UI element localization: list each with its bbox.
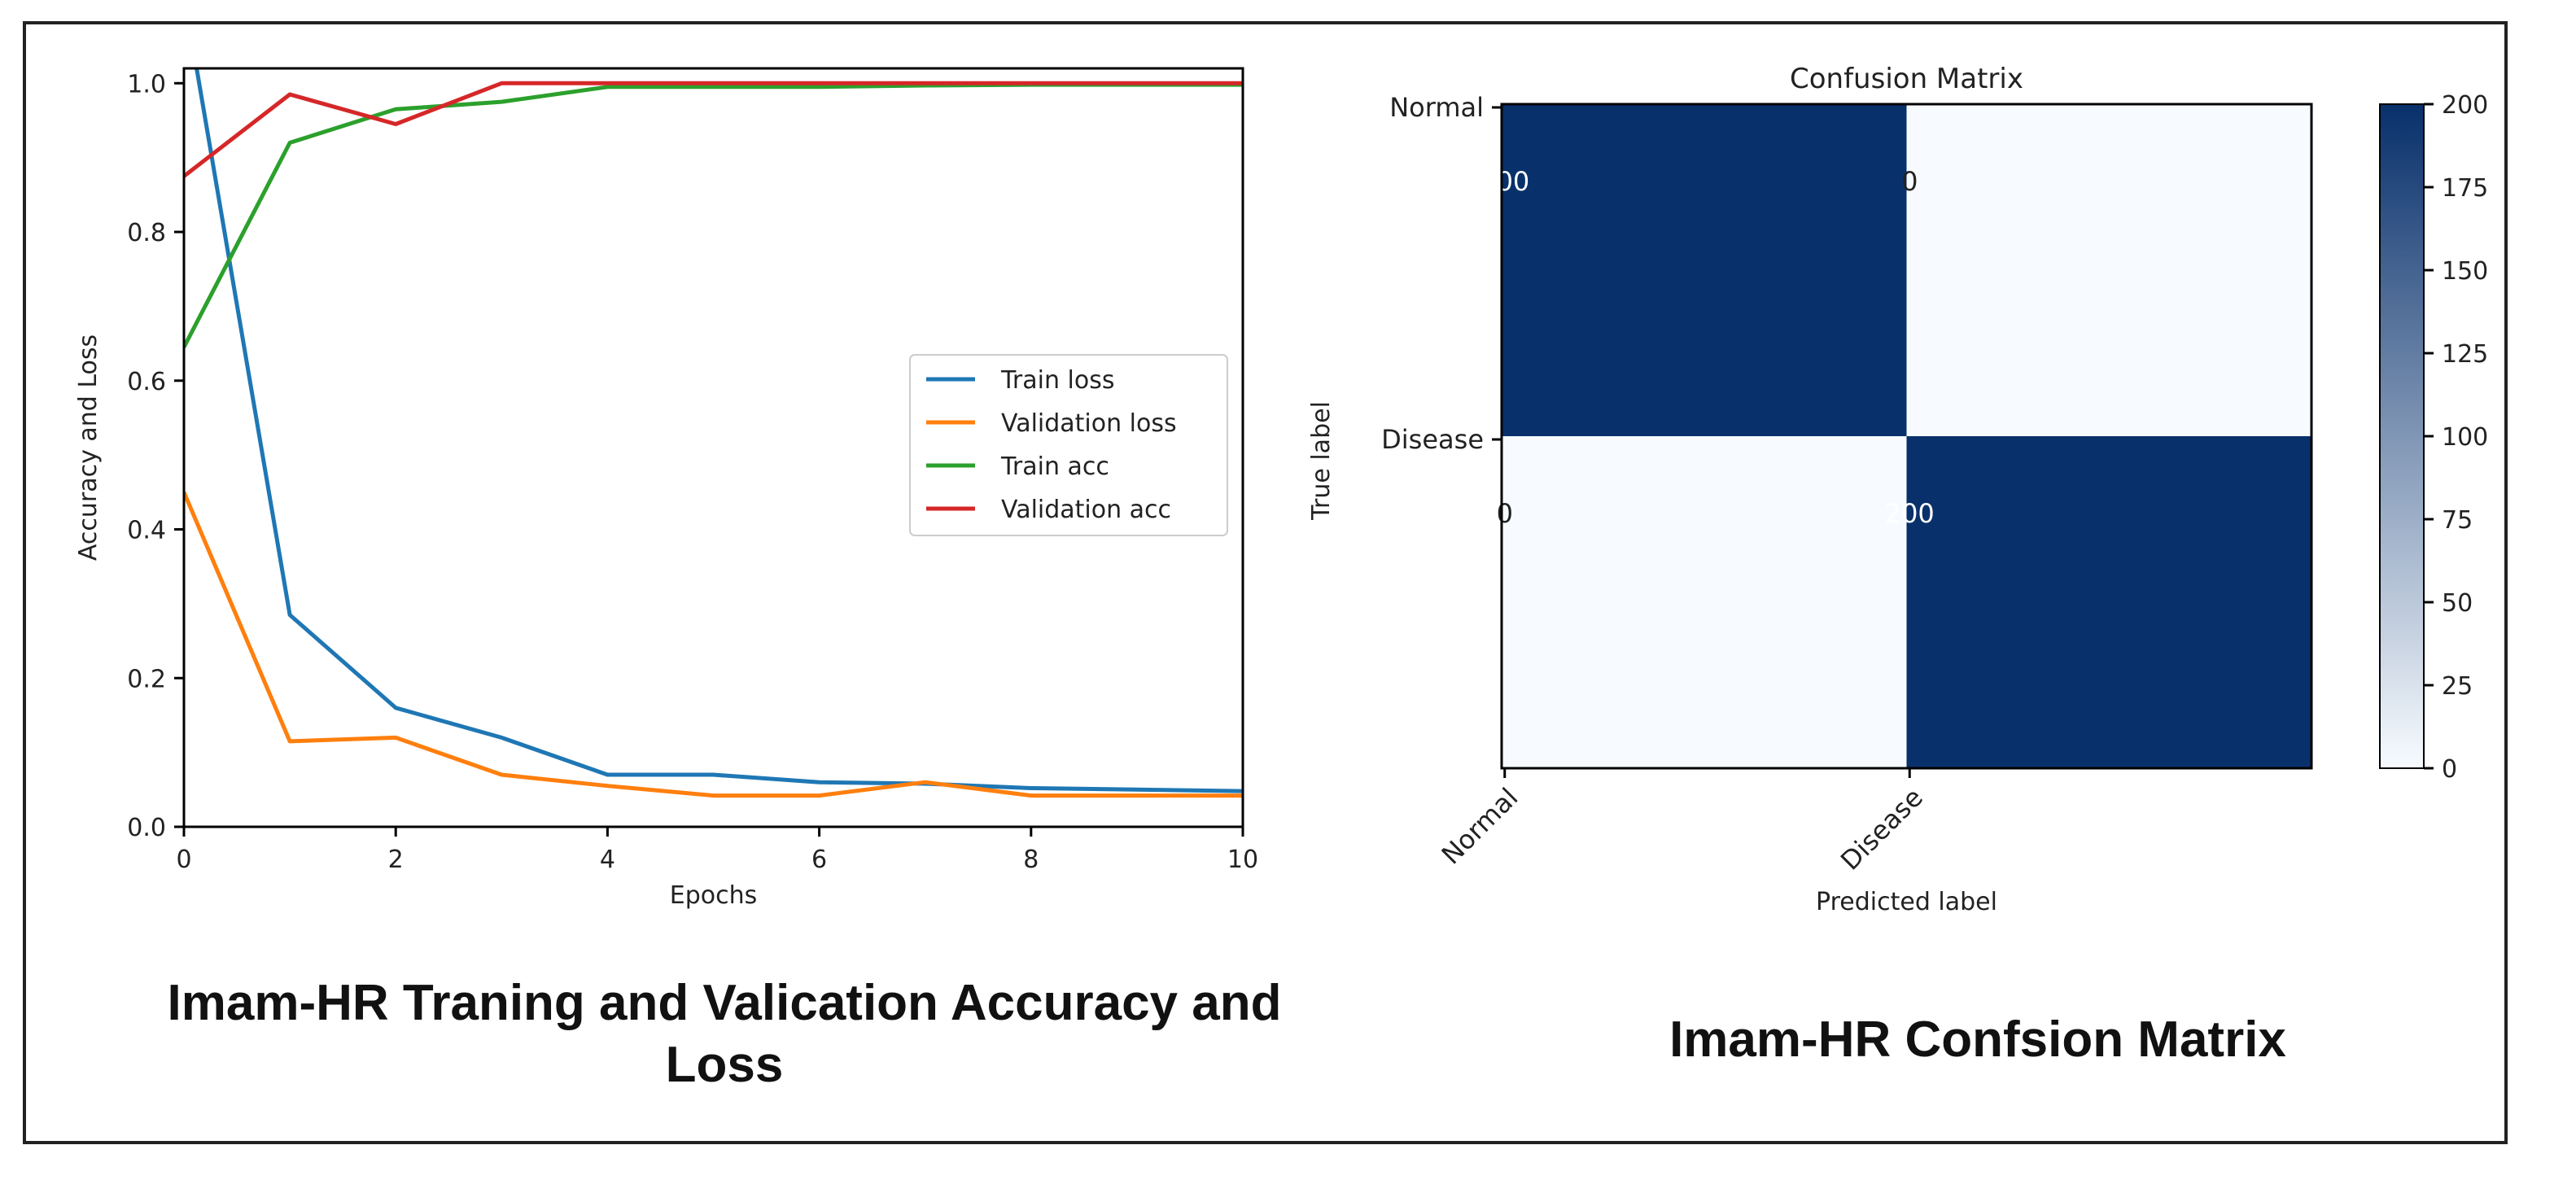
cm-y-axis-label: True label [1307,401,1336,521]
legend-entry: Train loss [1000,366,1114,395]
x-axis-label: Epochs [670,881,758,910]
colorbar [2379,103,2425,769]
line-plot-area [182,67,1244,828]
colorbar-tick-label: 0 [2442,755,2457,784]
series-line-2 [184,82,1243,348]
cm-cell-value: 200 [1480,166,1529,197]
cm-plot-area [1500,103,2313,770]
legend-entry: Validation acc [1001,496,1171,524]
cm-title: Confusion Matrix [1790,63,2023,95]
y-tick-label: 0.0 [127,814,166,842]
y-tick-label: 0.2 [127,665,166,693]
x-tick-label: 2 [388,846,404,874]
cm-cell [1502,436,1907,768]
cm-y-tick-label: Normal [1389,92,1484,123]
colorbar-tick-label: 25 [2442,672,2473,701]
legend-entry: Train acc [1000,452,1109,481]
cm-cell-value: 200 [1885,498,1935,529]
y-axis-label: Accuracy and Loss [74,334,103,561]
legend-box [909,354,1228,536]
cm-y-tick-label: Disease [1381,424,1484,455]
colorbar-tick-label: 100 [2442,423,2488,452]
legend-entry: Validation loss [1001,409,1177,438]
cm-cell-value: 0 [1497,498,1513,529]
x-tick-label: 6 [811,846,827,874]
x-tick-label: 4 [600,846,615,874]
x-tick-label: 8 [1023,846,1039,874]
colorbar-tick-label: 75 [2442,506,2473,535]
y-tick-label: 0.8 [127,219,166,247]
y-tick-label: 0.6 [127,368,166,396]
confusion-matrix-chart: Confusion Matrix 200 0 0 200 Normal Normal Dise… [1307,63,2488,916]
cm-x-tick-label: Disease [1835,782,1929,876]
line-chart: 0 2 4 6 8 10 0.0 0.2 0.4 0.6 0.8 1.0 Epochs Accuracy … [74,67,1258,910]
legend: Train loss Validation loss Train acc Valida… [909,354,1228,536]
caption-line-chart: Imam-HR Traning and Valication Accuracy … [167,975,1282,1093]
caption-confusion-matrix: Imam-HR Confsion Matrix [1669,1012,2286,1068]
cm-cell [1906,104,2311,436]
colorbar-tick-label: 50 [2442,589,2473,618]
y-tick-label: 0.4 [127,517,166,545]
cm-cell [1906,436,2311,768]
colorbar-tick-label: 125 [2442,340,2488,369]
colorbar-tick-label: 150 [2442,257,2488,286]
series-line-0 [195,68,1243,793]
y-tick-label: 1.0 [127,70,166,98]
cm-cell [1502,104,1907,436]
cm-x-tick-label: Normal [1436,782,1524,871]
cm-x-axis-label: Predicted label [1816,888,1997,916]
colorbar-tick-label: 200 [2442,91,2488,120]
series-line-3 [184,81,1243,178]
cm-cell-value: 0 [1901,166,1918,197]
colorbar-tick-label: 175 [2442,174,2488,203]
x-tick-label: 0 [176,846,191,874]
x-tick-label: 10 [1227,846,1258,874]
figure-frame [23,21,2508,1144]
series-line-1 [184,491,1243,798]
